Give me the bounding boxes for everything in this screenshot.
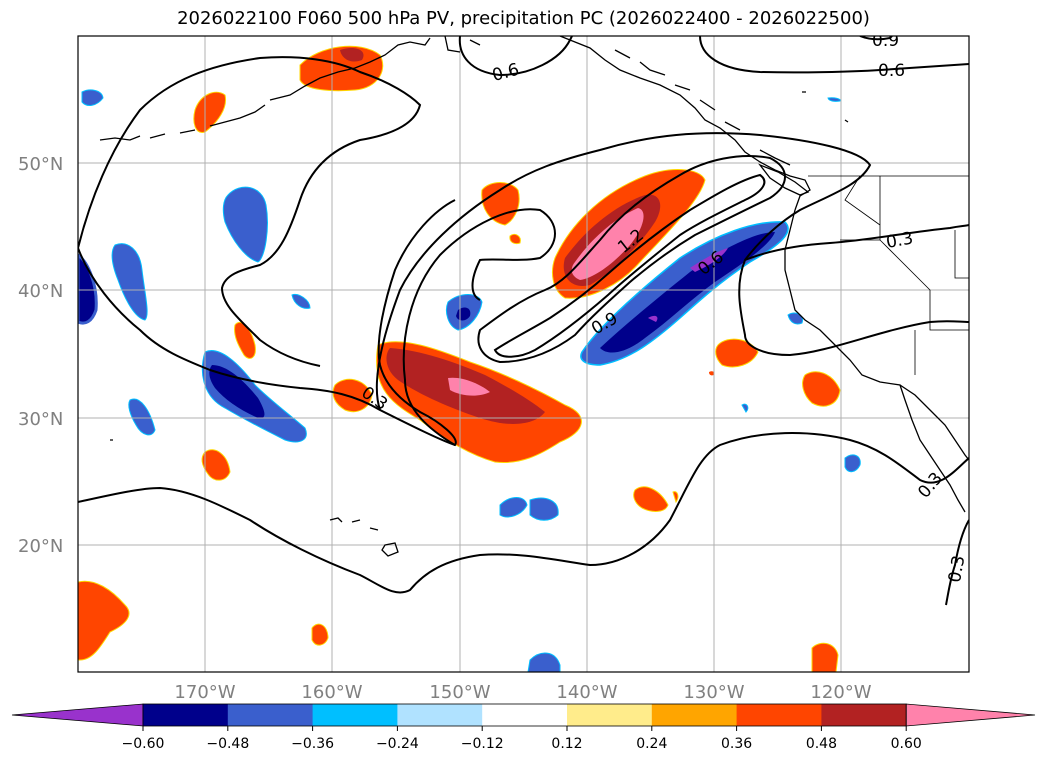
negative-band-east-purple bbox=[648, 248, 728, 322]
colorbar-segment bbox=[482, 704, 568, 726]
positive-blob-9 bbox=[802, 371, 841, 407]
negative-blob-11 bbox=[741, 97, 841, 413]
longitude-labels: 170°W 160°W 150°W 140°W 130°W 120°W bbox=[174, 682, 871, 703]
colorbar-segment bbox=[143, 704, 229, 726]
lon-label-170w: 170°W bbox=[174, 682, 235, 703]
colorbar-extend-high bbox=[905, 703, 1036, 727]
negative-band-east-core bbox=[600, 232, 775, 353]
lat-label-30: 30°N bbox=[18, 409, 63, 430]
colorbar-tick-label: 0.60 bbox=[891, 736, 922, 752]
contour-0.9 bbox=[477, 155, 786, 364]
latitude-labels: 50°N 40°N 30°N 20°N bbox=[18, 154, 63, 557]
colorbar-tick-label: −0.24 bbox=[376, 736, 419, 752]
negative-blob-4 bbox=[128, 398, 156, 436]
negative-blob-8 bbox=[81, 89, 104, 106]
contour-1.2 bbox=[493, 173, 766, 358]
contour-0.3-east bbox=[744, 224, 969, 261]
positive-blob-7 bbox=[201, 449, 231, 481]
colorbar-segment bbox=[736, 704, 822, 726]
positive-blob-12 bbox=[311, 623, 329, 646]
colorbar-tick-label: −0.12 bbox=[461, 736, 504, 752]
contour-label-2: 0.6 bbox=[878, 61, 905, 81]
contour-label-10: 0.3 bbox=[945, 554, 969, 584]
positive-blob-4 bbox=[509, 233, 521, 245]
colorbar-segment bbox=[651, 704, 738, 726]
positive-blob-8 bbox=[715, 338, 759, 368]
negative-blob-1 bbox=[222, 186, 268, 263]
map-title: 2026022100 F060 500 hPa PV, precipitatio… bbox=[177, 8, 870, 29]
gridlines bbox=[78, 36, 969, 672]
map-frame bbox=[77, 35, 970, 673]
lat-label-40: 40°N bbox=[18, 281, 63, 302]
negative-blob-7 bbox=[527, 652, 561, 672]
contour-label-8: 0.3 bbox=[885, 229, 915, 253]
colorbar: −0.60 −0.48 −0.36 −0.24 −0.12 0.12 0.24 0.36 0.4… bbox=[11, 703, 1036, 752]
colorbar-segment bbox=[821, 704, 907, 726]
coastlines bbox=[99, 36, 969, 557]
colorbar-frame bbox=[142, 703, 907, 727]
pv-contours bbox=[78, 36, 969, 606]
colorbar-segment bbox=[312, 704, 398, 726]
lon-label-130w: 130°W bbox=[683, 682, 744, 703]
lon-label-140w: 140°W bbox=[556, 682, 617, 703]
contour-0.6-top bbox=[458, 36, 573, 77]
contour-0.6-top-right bbox=[699, 36, 969, 74]
positive-blob-1-core bbox=[340, 48, 364, 62]
contour-0.3-west bbox=[78, 199, 457, 447]
positive-band-northeast-peak bbox=[571, 208, 644, 280]
lon-label-160w: 160°W bbox=[301, 682, 362, 703]
colorbar-tick-label: 0.48 bbox=[806, 736, 837, 752]
contour-0.3-se bbox=[945, 519, 969, 606]
contour-0.3-outer bbox=[78, 432, 969, 594]
lat-label-20: 20°N bbox=[18, 536, 63, 557]
colorbar-tick-label: 0.12 bbox=[551, 736, 582, 752]
positive-blob-13 bbox=[811, 642, 839, 672]
positive-blob-14 bbox=[709, 371, 715, 376]
positive-blob-2 bbox=[193, 91, 227, 133]
negative-blob-9 bbox=[844, 454, 861, 473]
lat-label-50: 50°N bbox=[18, 154, 63, 175]
colorbar-tick-label: 0.36 bbox=[721, 736, 752, 752]
negative-blob-6 bbox=[499, 497, 559, 521]
colorbar-segment bbox=[227, 704, 314, 726]
colorbar-tick-label: −0.60 bbox=[122, 736, 165, 752]
negative-blob-10 bbox=[291, 293, 311, 309]
contour-label-3: 0.9 bbox=[872, 31, 899, 51]
precipitation-shading bbox=[78, 45, 861, 672]
contour-0.9-topright bbox=[859, 36, 893, 41]
lon-label-120w: 120°W bbox=[810, 682, 871, 703]
contour-0.6-inner-west bbox=[402, 208, 556, 446]
lon-label-150w: 150°W bbox=[429, 682, 490, 703]
colorbar-extend-low bbox=[11, 703, 144, 727]
contour-0.6-northwest bbox=[78, 56, 422, 367]
positive-blob-11 bbox=[78, 580, 130, 661]
colorbar-tick-label: 0.24 bbox=[636, 736, 667, 752]
contour-0.6-central bbox=[375, 132, 969, 411]
positive-band-central-peak bbox=[448, 377, 490, 396]
colorbar-segment bbox=[397, 704, 483, 726]
negative-blob-2 bbox=[111, 243, 148, 321]
colorbar-segment bbox=[567, 704, 653, 726]
colorbar-tick-label: −0.48 bbox=[206, 736, 249, 752]
negative-band-westcentral-core bbox=[209, 365, 265, 419]
positive-blob-6 bbox=[332, 378, 373, 413]
colorbar-tick-label: −0.36 bbox=[291, 736, 334, 752]
positive-blob-10 bbox=[633, 486, 679, 512]
